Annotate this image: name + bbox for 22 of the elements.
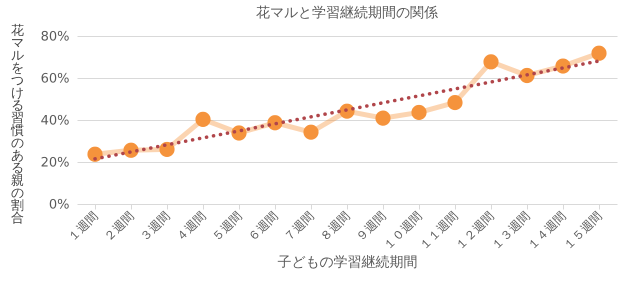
point xyxy=(483,54,499,70)
x-tick-label: ８週間 xyxy=(317,208,352,244)
y-tick-label: 40% xyxy=(40,114,70,128)
point xyxy=(411,104,427,120)
point xyxy=(447,95,463,110)
x-tick-label: ２週間 xyxy=(101,208,136,244)
point xyxy=(195,112,211,127)
point xyxy=(87,146,103,162)
y-tick-label: 80% xyxy=(40,30,70,44)
chart-title: 花マルと学習継続期間の関係 xyxy=(256,5,438,21)
point xyxy=(303,124,319,140)
y-tick-label: 60% xyxy=(40,72,70,86)
x-tick-label: ７週間 xyxy=(281,208,316,244)
x-tick-label: ５週間 xyxy=(209,208,244,244)
x-axis-title: 子どもの学習継続期間 xyxy=(278,254,418,271)
point xyxy=(375,110,391,126)
text: 花マルをつける習慣のある親の割合 xyxy=(11,24,24,226)
point xyxy=(591,46,607,61)
y-tick-label: 20% xyxy=(40,156,70,170)
x-tick-label: ３週間 xyxy=(137,208,172,244)
x-tick-label: ６週間 xyxy=(245,208,280,244)
x-tick-label: ４週間 xyxy=(173,208,208,244)
